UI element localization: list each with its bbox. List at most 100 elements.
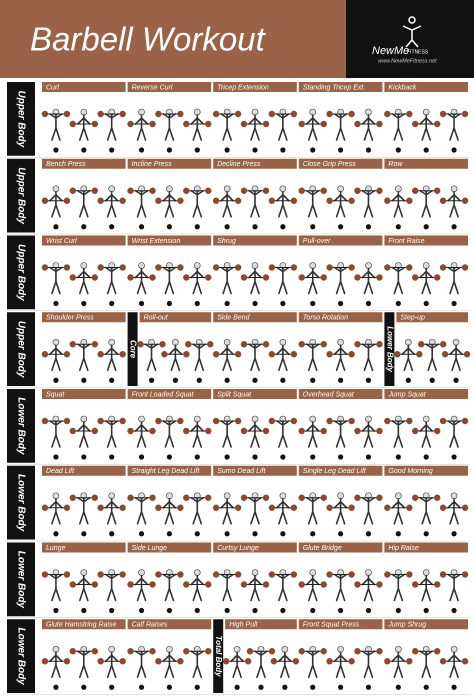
exercise-cell: Good Morning: [384, 465, 469, 537]
step-dot: [194, 531, 200, 537]
row-label: Upper Body: [15, 321, 26, 378]
exercise-name: Incline Press: [132, 161, 173, 168]
plate: [298, 120, 305, 128]
plate: [320, 341, 327, 348]
figure-body: [190, 421, 205, 448]
plate: [412, 274, 419, 281]
exercise-title-bar: [384, 82, 468, 92]
plate: [149, 494, 156, 501]
exercise-cell: Decline Press: [212, 158, 298, 230]
plate: [268, 504, 276, 511]
plate: [119, 197, 126, 204]
exercise-title-bar: [127, 82, 212, 92]
step-dot: [234, 684, 240, 690]
plate: [262, 120, 270, 128]
plate: [441, 351, 449, 358]
step-dot: [224, 300, 230, 307]
plate: [348, 417, 355, 425]
exercise-cell: Wrist Extension: [127, 235, 212, 307]
figure-head: [395, 492, 402, 500]
plate: [354, 427, 361, 435]
plate: [439, 197, 447, 204]
figure-body: [333, 497, 348, 525]
plate: [354, 648, 361, 655]
plate: [320, 187, 327, 194]
figure-body: [391, 266, 406, 295]
plate: [384, 417, 391, 425]
exercise-title-bar: [127, 158, 212, 169]
plate: [149, 120, 156, 128]
plate: [384, 197, 391, 204]
plate: [177, 504, 184, 511]
exercise-title-bar: [213, 465, 297, 476]
figure-head: [166, 492, 173, 500]
exercise-name: Row: [388, 161, 403, 168]
figure-head: [138, 108, 145, 116]
step-dot: [451, 224, 457, 230]
exercise-name: Squat: [46, 391, 65, 398]
figure-head: [337, 645, 344, 653]
plate: [434, 648, 441, 655]
exercise-title-bar: [298, 82, 383, 92]
plate: [183, 581, 190, 588]
figure-head: [52, 645, 60, 653]
row-label-box: [7, 465, 35, 540]
exercise-cell: Straight Leg Dead Lift: [127, 465, 212, 537]
exercise-name: Jump Squat: [387, 391, 426, 398]
plate: [290, 351, 298, 358]
exercise-title-bar: [384, 542, 468, 553]
step-dot: [451, 607, 457, 614]
exercise-name: Side Lunge: [132, 545, 168, 552]
step-dot: [338, 300, 344, 307]
exercise-cell: Lower Body Step-up: [384, 312, 471, 386]
exercise-cell: Lunge: [41, 542, 126, 614]
step-dot: [53, 377, 59, 383]
row-label-box: [7, 312, 35, 386]
plate: [348, 351, 355, 358]
step-dot: [53, 684, 59, 690]
figure-body: [447, 497, 461, 525]
plate: [461, 571, 469, 578]
plate: [97, 658, 104, 665]
figure-body: [333, 344, 348, 372]
step-dot: [310, 454, 316, 460]
step-dot: [166, 607, 172, 614]
exercise-title-bar: [384, 158, 468, 169]
figure-body: [361, 574, 376, 602]
plate: [326, 571, 333, 578]
step-dot: [81, 224, 87, 230]
plate: [376, 341, 383, 348]
plate: [63, 264, 71, 271]
exercise-name: Wrist Extension: [132, 238, 181, 245]
plate: [119, 351, 126, 358]
plate: [326, 110, 333, 118]
plate: [205, 581, 212, 588]
exercise-title-bar: [298, 158, 383, 169]
plate: [434, 427, 441, 435]
figure-head: [138, 415, 145, 423]
figure-body: [134, 114, 149, 141]
row-label: Lower Body: [15, 628, 26, 686]
row: Lower Body Glute Hamstring Raise Calf Rais…: [7, 619, 470, 695]
plate: [298, 341, 305, 348]
exercise-name: Torso Rotation: [303, 315, 348, 322]
figure-body: [49, 113, 63, 141]
figure-body: [230, 651, 244, 679]
plate: [234, 571, 242, 578]
step-dot: [252, 147, 258, 153]
figure-head: [108, 338, 115, 346]
plate: [461, 417, 469, 425]
plate: [41, 264, 49, 271]
plate: [177, 110, 184, 118]
plate: [268, 264, 276, 271]
plate: [298, 494, 305, 501]
step-dot: [310, 607, 316, 614]
figure-head: [80, 108, 88, 116]
exercise-cell: Shoulder Press: [41, 312, 126, 383]
step-dot: [338, 377, 344, 383]
exercise-name: Reverse Curl: [132, 84, 173, 91]
plate: [384, 658, 391, 665]
step-dot: [310, 684, 316, 690]
step-dot: [338, 454, 344, 460]
step-dot: [252, 607, 258, 614]
